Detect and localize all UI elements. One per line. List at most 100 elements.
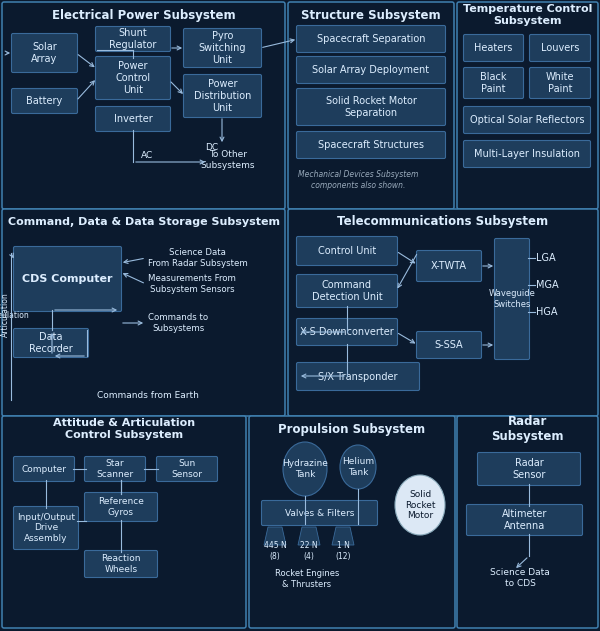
Text: Altimeter
Antenna: Altimeter Antenna bbox=[502, 509, 547, 531]
FancyBboxPatch shape bbox=[262, 500, 377, 526]
Text: Waveguide
Switches: Waveguide Switches bbox=[488, 289, 535, 309]
Text: CDS Computer: CDS Computer bbox=[22, 274, 113, 284]
FancyBboxPatch shape bbox=[14, 329, 89, 358]
Text: Heaters: Heaters bbox=[475, 43, 512, 53]
Text: Structure Subsystem: Structure Subsystem bbox=[301, 8, 441, 21]
Text: Data
Recorder: Data Recorder bbox=[29, 332, 73, 354]
Text: Radar
Sensor: Radar Sensor bbox=[512, 458, 545, 480]
FancyBboxPatch shape bbox=[249, 416, 455, 628]
Text: Solid
Rocket
Motor: Solid Rocket Motor bbox=[405, 490, 435, 520]
Text: Reference
Gyros: Reference Gyros bbox=[98, 497, 144, 517]
Text: 1 N
(12): 1 N (12) bbox=[335, 541, 351, 561]
FancyBboxPatch shape bbox=[95, 27, 170, 52]
FancyBboxPatch shape bbox=[464, 107, 590, 134]
FancyBboxPatch shape bbox=[457, 416, 598, 628]
Text: Science Data
From Radar Subsystem: Science Data From Radar Subsystem bbox=[148, 249, 248, 268]
Text: X-TWTA: X-TWTA bbox=[431, 261, 467, 271]
FancyBboxPatch shape bbox=[95, 57, 170, 100]
Text: S-SSA: S-SSA bbox=[434, 340, 463, 350]
FancyBboxPatch shape bbox=[416, 251, 482, 281]
FancyBboxPatch shape bbox=[464, 68, 523, 98]
FancyBboxPatch shape bbox=[296, 131, 445, 158]
Text: Science Data
to CDS: Science Data to CDS bbox=[490, 569, 550, 587]
FancyBboxPatch shape bbox=[11, 88, 77, 114]
Ellipse shape bbox=[340, 445, 376, 489]
Text: Solar
Array: Solar Array bbox=[31, 42, 58, 64]
FancyBboxPatch shape bbox=[296, 237, 398, 266]
Text: Star
Scanner: Star Scanner bbox=[97, 459, 134, 479]
FancyBboxPatch shape bbox=[95, 107, 170, 131]
FancyBboxPatch shape bbox=[85, 493, 157, 521]
Text: Valves & Filters: Valves & Filters bbox=[285, 509, 354, 517]
Text: Shunt
Regulator: Shunt Regulator bbox=[109, 28, 157, 50]
Text: White
Paint: White Paint bbox=[546, 72, 574, 94]
Text: Inverter: Inverter bbox=[113, 114, 152, 124]
FancyBboxPatch shape bbox=[457, 2, 598, 209]
Text: Command, Data & Data Storage Subsystem: Command, Data & Data Storage Subsystem bbox=[7, 217, 280, 227]
Text: Power
Distribution
Unit: Power Distribution Unit bbox=[194, 79, 251, 113]
Text: Radar
Subsystem: Radar Subsystem bbox=[491, 415, 564, 443]
Text: DC: DC bbox=[205, 143, 218, 153]
Text: Input/Output
Drive
Assembly: Input/Output Drive Assembly bbox=[17, 513, 75, 543]
FancyBboxPatch shape bbox=[2, 416, 246, 628]
Text: Spacecraft Structures: Spacecraft Structures bbox=[318, 140, 424, 150]
FancyBboxPatch shape bbox=[296, 319, 398, 346]
FancyBboxPatch shape bbox=[85, 550, 157, 577]
FancyBboxPatch shape bbox=[184, 74, 262, 117]
Polygon shape bbox=[332, 527, 354, 545]
Text: Spacecraft Separation: Spacecraft Separation bbox=[317, 34, 425, 44]
Text: MGA: MGA bbox=[536, 280, 559, 290]
FancyBboxPatch shape bbox=[464, 35, 523, 61]
FancyBboxPatch shape bbox=[157, 456, 218, 481]
Text: S/X Transponder: S/X Transponder bbox=[318, 372, 398, 382]
Text: HGA: HGA bbox=[536, 307, 557, 317]
FancyBboxPatch shape bbox=[2, 2, 285, 209]
Text: 445 N
(8): 445 N (8) bbox=[263, 541, 286, 561]
FancyBboxPatch shape bbox=[85, 456, 146, 481]
Polygon shape bbox=[264, 527, 286, 545]
FancyBboxPatch shape bbox=[494, 239, 530, 360]
Text: Temperature Control
Subsystem: Temperature Control Subsystem bbox=[463, 4, 592, 26]
Text: 22 N
(4): 22 N (4) bbox=[300, 541, 318, 561]
FancyBboxPatch shape bbox=[416, 331, 482, 358]
Polygon shape bbox=[298, 527, 320, 545]
Text: To Other
Subsystems: To Other Subsystems bbox=[201, 150, 255, 170]
FancyBboxPatch shape bbox=[530, 68, 590, 98]
Text: LGA: LGA bbox=[536, 253, 556, 263]
FancyBboxPatch shape bbox=[184, 28, 262, 68]
FancyBboxPatch shape bbox=[464, 141, 590, 167]
Text: Pyro
Switching
Unit: Pyro Switching Unit bbox=[199, 31, 246, 65]
Text: Battery: Battery bbox=[26, 96, 62, 106]
FancyBboxPatch shape bbox=[478, 452, 581, 485]
Ellipse shape bbox=[395, 475, 445, 535]
FancyBboxPatch shape bbox=[14, 507, 79, 550]
FancyBboxPatch shape bbox=[296, 57, 445, 83]
Text: Command
Detection Unit: Command Detection Unit bbox=[311, 280, 382, 302]
Text: Electrical Power Subsystem: Electrical Power Subsystem bbox=[52, 8, 235, 21]
FancyBboxPatch shape bbox=[296, 88, 445, 126]
Text: Louvers: Louvers bbox=[541, 43, 579, 53]
FancyBboxPatch shape bbox=[296, 274, 398, 307]
Text: Telecommunications Subsystem: Telecommunications Subsystem bbox=[337, 216, 548, 228]
FancyBboxPatch shape bbox=[296, 25, 445, 52]
Text: Articulation: Articulation bbox=[1, 293, 10, 338]
FancyBboxPatch shape bbox=[288, 209, 598, 416]
FancyBboxPatch shape bbox=[14, 456, 74, 481]
Text: Sun
Sensor: Sun Sensor bbox=[172, 459, 203, 479]
FancyBboxPatch shape bbox=[530, 35, 590, 61]
FancyBboxPatch shape bbox=[11, 33, 77, 73]
FancyBboxPatch shape bbox=[467, 505, 583, 536]
Text: Attitude & Articulation
Control Subsystem: Attitude & Articulation Control Subsyste… bbox=[53, 418, 195, 440]
Text: AC: AC bbox=[141, 151, 153, 160]
Text: Solid Rocket Motor
Separation: Solid Rocket Motor Separation bbox=[326, 96, 416, 118]
Text: Articulation: Articulation bbox=[0, 310, 29, 319]
Text: Mechanical Devices Subsystem
components also shown.: Mechanical Devices Subsystem components … bbox=[298, 170, 418, 190]
Text: X-S Downconverter: X-S Downconverter bbox=[300, 327, 394, 337]
FancyBboxPatch shape bbox=[2, 209, 285, 416]
FancyBboxPatch shape bbox=[296, 362, 419, 391]
Text: Measurements From
Subsystem Sensors: Measurements From Subsystem Sensors bbox=[148, 274, 236, 293]
Text: Propulsion Subsystem: Propulsion Subsystem bbox=[278, 423, 425, 435]
Text: Hydrazine
Tank: Hydrazine Tank bbox=[282, 459, 328, 479]
Text: Optical Solar Reflectors: Optical Solar Reflectors bbox=[470, 115, 584, 125]
FancyBboxPatch shape bbox=[288, 2, 454, 209]
